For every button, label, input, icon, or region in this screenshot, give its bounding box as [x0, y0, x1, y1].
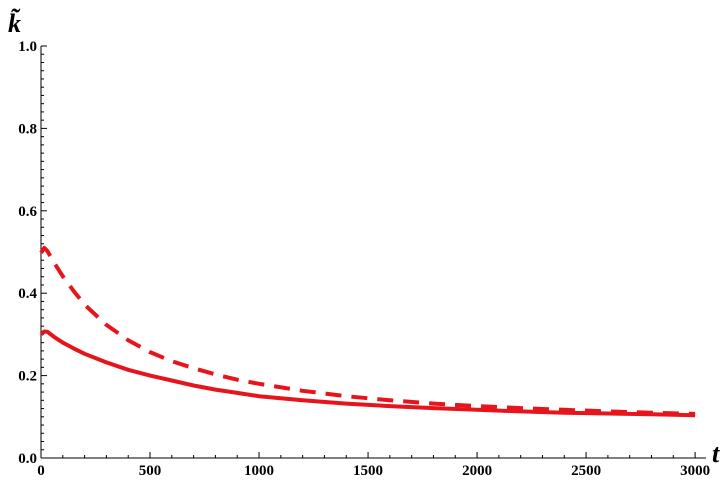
y-tick-label: 0.6 [18, 204, 37, 220]
x-tick-label: 500 [139, 463, 162, 479]
series-solid-line [39, 329, 696, 418]
y-tick-label: 0.4 [18, 286, 37, 302]
y-tick-label: 0.0 [18, 451, 37, 467]
y-axis-label: k̃ [8, 8, 21, 38]
y-tick-label: 1.0 [18, 39, 37, 55]
x-tick-label: 1500 [353, 463, 383, 479]
x-tick-label: 3000 [680, 463, 710, 479]
x-axis-label: t [712, 439, 720, 468]
x-tick-label: 2500 [571, 463, 601, 479]
series-dashed-line [39, 245, 696, 416]
x-tick-label: 1000 [244, 463, 274, 479]
series-layer [39, 245, 696, 418]
y-tick-label: 0.2 [18, 369, 37, 385]
y-tick-label: 0.8 [18, 121, 37, 137]
x-tick-label: 0 [37, 463, 45, 479]
axes: 0 500 1000 1500 2000 2500 3000 0.0 0.2 0.4 0.6 0.8 1… [18, 39, 710, 479]
x-tick-label: 2000 [462, 463, 492, 479]
